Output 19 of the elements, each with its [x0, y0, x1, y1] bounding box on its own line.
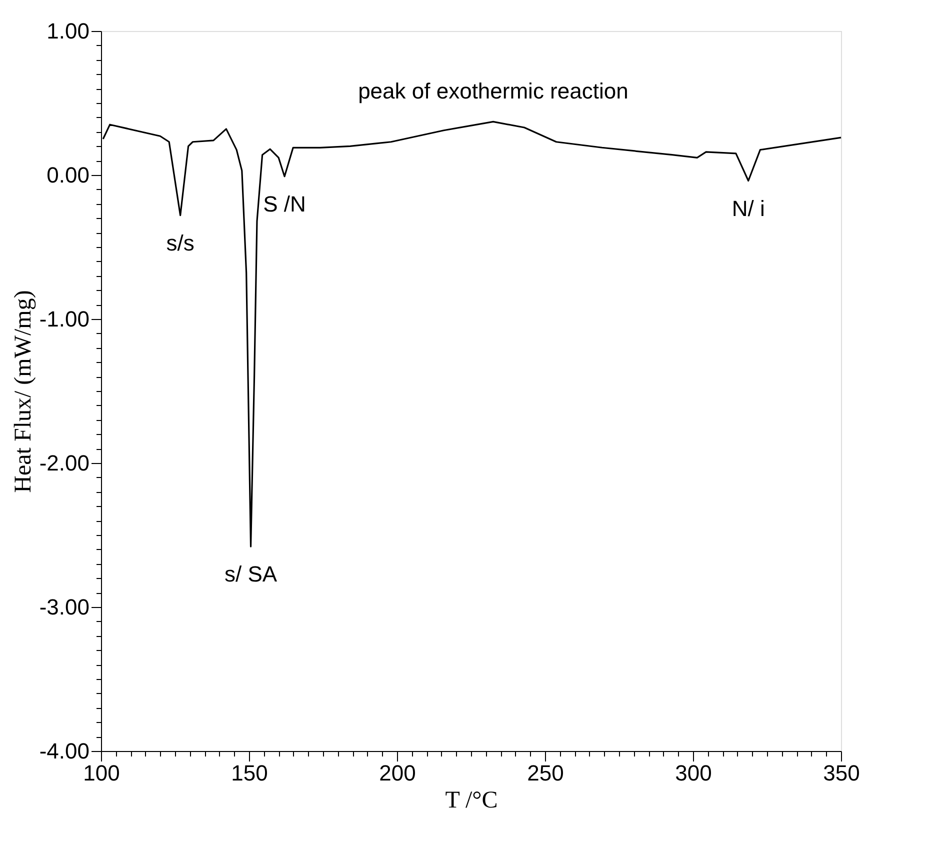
x-tick-label: 350: [823, 760, 860, 786]
y-tick-label: -2.00: [39, 450, 90, 476]
x-tick-label: 200: [379, 760, 416, 786]
y-axis-title: Heat Flux/ (mW/mg): [10, 290, 36, 493]
x-tick-label: 250: [527, 760, 564, 786]
y-tick-label: -1.00: [39, 306, 90, 332]
annotation: peak of exothermic reaction: [358, 78, 628, 104]
y-tick-label: 1.00: [46, 18, 90, 44]
y-tick-label: 0.00: [46, 162, 90, 188]
annotation: s/s: [166, 230, 194, 256]
y-tick-label: -4.00: [39, 738, 90, 764]
x-tick-label: 300: [675, 760, 712, 786]
x-tick-label: 100: [83, 760, 120, 786]
annotation: s/ SA: [224, 562, 278, 587]
annotation: S /N: [263, 191, 306, 216]
x-axis-title: T /°C: [445, 788, 498, 814]
y-tick-label: -3.00: [39, 594, 90, 620]
x-tick-label: 150: [231, 760, 268, 786]
annotation: N/ i: [732, 196, 765, 221]
